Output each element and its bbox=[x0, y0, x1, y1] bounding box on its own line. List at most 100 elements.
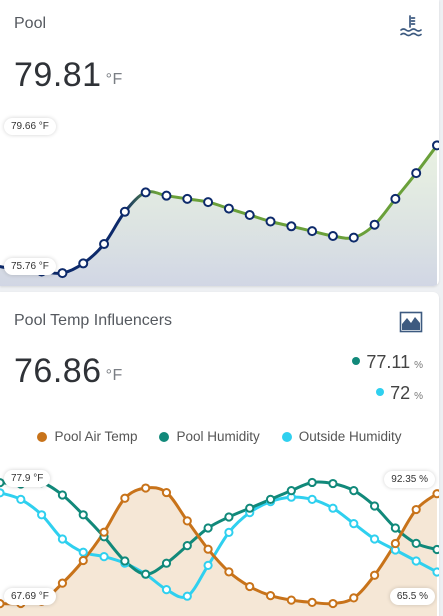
data-point[interactable] bbox=[78, 258, 89, 269]
pool-humidity-point[interactable] bbox=[432, 544, 439, 555]
pool-air-temp-point[interactable] bbox=[224, 567, 234, 577]
outside-humidity-point[interactable] bbox=[0, 488, 5, 498]
data-point[interactable] bbox=[57, 268, 68, 279]
legend-item-outside-humidity[interactable]: Outside Humidity bbox=[281, 429, 402, 444]
pool-temperature-chart[interactable] bbox=[0, 115, 439, 286]
outside-humidity-point[interactable] bbox=[432, 567, 439, 577]
data-point[interactable] bbox=[348, 232, 359, 243]
temperature-number: 79.81 bbox=[14, 56, 102, 94]
outside-humidity-point[interactable] bbox=[161, 585, 172, 595]
pool-humidity-point[interactable] bbox=[224, 512, 234, 522]
pool-humidity-point[interactable] bbox=[161, 558, 172, 568]
pool-humidity-point[interactable] bbox=[349, 486, 359, 496]
pool-humidity-point[interactable] bbox=[307, 477, 317, 488]
temperature-unit: °F bbox=[105, 71, 123, 88]
pool-temperature-value: 79.81 °F bbox=[14, 56, 123, 95]
pool-air-temp-point[interactable] bbox=[203, 544, 213, 554]
temperature-unit: °F bbox=[105, 367, 123, 384]
pool-humidity-point[interactable] bbox=[141, 569, 151, 579]
data-point[interactable] bbox=[140, 187, 151, 198]
data-point[interactable] bbox=[99, 239, 110, 250]
legend-dot-icon bbox=[281, 431, 292, 442]
pool-air-temp-point[interactable] bbox=[245, 581, 255, 592]
pool-air-temp-point[interactable] bbox=[99, 527, 109, 537]
outside-humidity-point[interactable] bbox=[307, 494, 317, 505]
pool-humidity-point[interactable] bbox=[245, 503, 255, 513]
outside-humidity-point[interactable] bbox=[328, 503, 338, 513]
data-point[interactable] bbox=[203, 197, 214, 208]
pool-air-temp-point[interactable] bbox=[411, 504, 421, 515]
pool-air-temp-point[interactable] bbox=[307, 597, 317, 608]
pool-air-temp-point[interactable] bbox=[120, 493, 130, 503]
pool-air-temp-point[interactable] bbox=[390, 538, 400, 549]
legend-label: Outside Humidity bbox=[298, 429, 402, 444]
outside-humidity-dot bbox=[376, 388, 385, 396]
outside-humidity-point[interactable] bbox=[349, 519, 359, 529]
pool-humidity-point[interactable] bbox=[369, 501, 380, 511]
pool-humidity-point[interactable] bbox=[182, 541, 192, 551]
chart-left-max-label: 77.9 °F bbox=[4, 470, 51, 487]
data-point[interactable] bbox=[369, 219, 380, 230]
pool-air-temp-point[interactable] bbox=[161, 487, 172, 498]
data-point[interactable] bbox=[223, 203, 234, 214]
pool-humidity-line bbox=[0, 480, 439, 576]
outside-humidity-line bbox=[0, 491, 439, 599]
pool-humidity-point[interactable] bbox=[78, 510, 88, 520]
data-point[interactable] bbox=[411, 168, 422, 179]
pool-humidity-point[interactable] bbox=[57, 490, 68, 500]
data-point[interactable] bbox=[161, 190, 172, 201]
pool-humidity-point[interactable] bbox=[120, 556, 130, 566]
pool-air-temp-point[interactable] bbox=[286, 595, 296, 605]
data-point[interactable] bbox=[327, 230, 338, 241]
pool-humidity-point[interactable] bbox=[265, 494, 276, 505]
pool-air-temp-point[interactable] bbox=[57, 578, 68, 588]
legend-item-pool-air-temp[interactable]: Pool Air Temp bbox=[37, 429, 137, 444]
data-point[interactable] bbox=[119, 206, 130, 217]
chart-max-label: 79.66 °F bbox=[4, 118, 56, 135]
pool-humidity-dot bbox=[352, 357, 361, 365]
chart-left-min-label: 67.69 °F bbox=[4, 588, 56, 605]
pool-air-temp-point[interactable] bbox=[328, 598, 338, 609]
data-point[interactable] bbox=[307, 226, 318, 237]
pool-air-temp-point[interactable] bbox=[369, 570, 380, 580]
legend-item-pool-humidity[interactable]: Pool Humidity bbox=[159, 429, 260, 444]
pool-air-temp-point[interactable] bbox=[349, 593, 359, 603]
pool-humidity-point[interactable] bbox=[411, 538, 421, 549]
series-area bbox=[0, 145, 437, 286]
data-point[interactable] bbox=[244, 210, 255, 221]
outside-humidity-point[interactable] bbox=[99, 552, 109, 562]
pool-humidity-reading: 77.11% bbox=[352, 352, 423, 373]
data-point[interactable] bbox=[182, 193, 193, 204]
pool-humidity-point[interactable] bbox=[0, 478, 5, 488]
influencers-chart[interactable] bbox=[0, 462, 439, 616]
outside-humidity-point[interactable] bbox=[182, 591, 192, 601]
outside-humidity-point[interactable] bbox=[369, 534, 380, 544]
pool-air-temp-line bbox=[0, 486, 439, 606]
pool-air-temp-point[interactable] bbox=[0, 599, 5, 609]
pool-air-temp-point[interactable] bbox=[78, 555, 88, 566]
outside-humidity-point[interactable] bbox=[411, 556, 421, 566]
data-point[interactable] bbox=[432, 140, 439, 151]
pool-humidity-point[interactable] bbox=[390, 523, 400, 533]
pool-air-temp-point[interactable] bbox=[432, 489, 439, 499]
outside-humidity-point[interactable] bbox=[224, 527, 234, 538]
data-point[interactable] bbox=[390, 193, 401, 204]
legend-dot-icon bbox=[37, 431, 48, 442]
outside-humidity-point[interactable] bbox=[37, 510, 47, 520]
pool-temp-influencers-card[interactable]: Pool Temp Influencers 76.86 °F 77.11% 72%… bbox=[0, 292, 439, 616]
series-line bbox=[0, 143, 439, 275]
outside-humidity-point[interactable] bbox=[16, 494, 26, 505]
pool-humidity-point[interactable] bbox=[328, 478, 338, 489]
outside-humidity-point[interactable] bbox=[57, 534, 68, 544]
pool-air-temp-point[interactable] bbox=[265, 591, 276, 601]
pool-air-temp-point[interactable] bbox=[141, 483, 151, 493]
outside-humidity-point[interactable] bbox=[203, 560, 213, 571]
data-point[interactable] bbox=[286, 221, 297, 232]
pool-humidity-point[interactable] bbox=[286, 486, 296, 496]
pool-card[interactable]: Pool 79.81 °F 79.66 °F 75.76 °F bbox=[0, 0, 439, 286]
legend-label: Pool Air Temp bbox=[54, 429, 138, 444]
pool-humidity-point[interactable] bbox=[203, 523, 213, 533]
outside-humidity-point[interactable] bbox=[78, 547, 88, 557]
data-point[interactable] bbox=[265, 216, 276, 227]
pool-air-temp-point[interactable] bbox=[182, 516, 192, 526]
